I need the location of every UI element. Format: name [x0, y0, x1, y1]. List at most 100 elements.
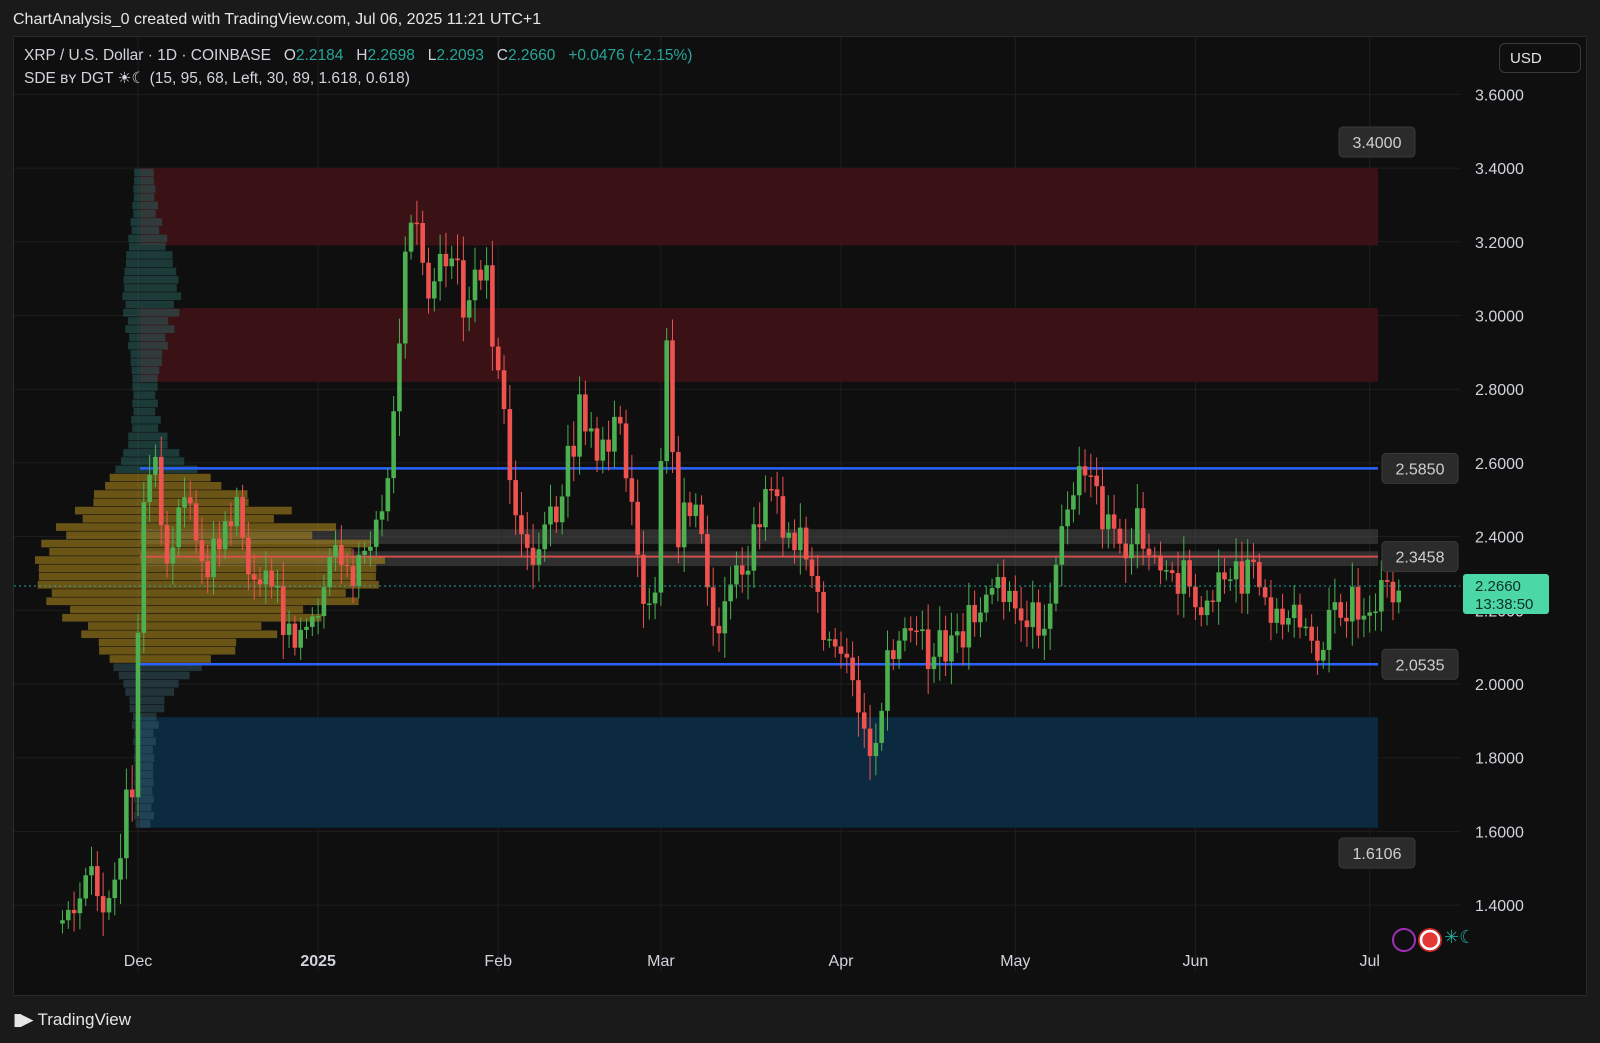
candle-body — [1233, 561, 1239, 580]
candle-body — [722, 601, 728, 634]
candle-body — [914, 630, 919, 633]
zone-neutral — [140, 551, 1378, 567]
candle-body — [292, 623, 298, 648]
tradingview-logo[interactable]: ▮▶ TradingView — [13, 1010, 131, 1030]
volume-profile-bar — [128, 242, 166, 251]
candle-body — [408, 222, 414, 252]
level-label: 2.5850 — [1396, 461, 1445, 478]
current-price-value: 2.2660 — [1475, 578, 1521, 595]
indicator-label[interactable]: SDE ʙʏ DGT ☀☾ (15, 95, 68, Left, 30, 89,… — [24, 70, 410, 87]
current-price-tag — [1463, 574, 1549, 614]
lightning-event-icon[interactable] — [1392, 928, 1416, 952]
candle-body — [960, 631, 966, 648]
volume-profile-bar — [134, 787, 153, 795]
candle-body — [1379, 580, 1384, 612]
candle-body — [1024, 620, 1030, 628]
candle-body — [1088, 475, 1094, 477]
candle-body — [222, 521, 228, 550]
candle-body — [187, 497, 193, 504]
candle-body — [728, 584, 733, 602]
zone-supply — [140, 308, 1378, 382]
level-label-box — [1338, 126, 1416, 158]
symbol-legend: XRP / U.S. Dollar · 1D · COINBASE O2.218… — [24, 47, 692, 88]
candle-body — [536, 549, 542, 565]
candle-body — [687, 502, 693, 517]
candle-body — [1373, 611, 1378, 614]
volume-profile-bar — [133, 754, 155, 762]
volume-profile-bar — [134, 762, 154, 770]
candle-body — [304, 626, 309, 630]
candle-body — [1158, 555, 1163, 571]
currency-button[interactable]: USD — [1499, 43, 1581, 73]
candle-body — [676, 452, 681, 548]
candle-body — [519, 515, 524, 535]
low-value: 2.2093 — [436, 47, 484, 64]
volume-profile-bar — [46, 597, 359, 606]
x-tick-label: Mar — [647, 953, 675, 970]
candle-body — [1105, 514, 1111, 530]
candle-body — [763, 489, 768, 528]
bar-countdown: 13:38:50 — [1475, 596, 1533, 613]
candle-body — [153, 456, 158, 475]
us-flag-event-icon[interactable] — [1418, 928, 1442, 952]
candle-body — [612, 416, 617, 452]
y-tick-label: 3.4000 — [1475, 161, 1524, 178]
volume-profile-bar — [132, 383, 158, 391]
candle-body — [867, 728, 873, 757]
candle-body — [507, 409, 513, 481]
close-value: 2.2660 — [507, 47, 556, 64]
ohlc-row: XRP / U.S. Dollar · 1D · COINBASE O2.218… — [24, 47, 692, 65]
volume-profile-bar — [37, 580, 379, 589]
candle-body — [635, 501, 640, 555]
event-badges[interactable]: ✳☾ — [1392, 927, 1476, 952]
candle-body — [1315, 640, 1320, 661]
candle-body — [774, 489, 780, 497]
candle-body — [106, 898, 112, 913]
candle-body — [286, 623, 292, 635]
close-label: C — [496, 47, 508, 64]
candle-body — [158, 456, 164, 526]
volume-profile-bar — [134, 745, 153, 754]
candle-body — [652, 592, 658, 604]
candle-body — [902, 628, 908, 641]
x-tick-label: May — [1000, 953, 1030, 970]
level-label-box — [1381, 541, 1459, 573]
candle-body — [118, 858, 123, 880]
candle-body — [978, 612, 983, 623]
candle-body — [257, 579, 263, 585]
candle-body — [1100, 486, 1105, 530]
candle-body — [455, 258, 460, 261]
volume-profile-bar — [135, 803, 152, 812]
candle-body — [1210, 600, 1216, 603]
candle-body — [670, 340, 675, 453]
candle-body — [1042, 628, 1047, 636]
volume-profile-bar — [118, 671, 190, 680]
candle-body — [931, 656, 937, 670]
candle-body — [1152, 555, 1158, 557]
candle-body — [1059, 526, 1065, 565]
volume-profile-bar — [127, 317, 169, 325]
candle-body — [943, 630, 948, 662]
candle-body — [925, 629, 931, 670]
candle-body — [937, 630, 943, 657]
change-value: +0.0476 (+2.15%) — [568, 47, 693, 64]
moon-star-icon[interactable]: ✳☾ — [1444, 927, 1476, 947]
candle-body — [798, 527, 803, 551]
zone-neutral — [140, 529, 1378, 544]
candle-body — [966, 605, 972, 648]
candle-body — [1268, 597, 1274, 623]
candle-body — [1361, 615, 1367, 620]
candle-body — [449, 258, 455, 267]
candle-body — [1169, 570, 1175, 574]
volume-profile-bar — [131, 416, 161, 424]
volume-profile-bar — [132, 424, 159, 432]
candle-body — [954, 631, 960, 636]
candle-body — [71, 909, 77, 914]
volume-profile-bar — [134, 795, 154, 803]
volume-profile-bar — [132, 712, 157, 721]
candle-body — [600, 439, 606, 461]
candle-body — [1047, 603, 1053, 629]
indicator-row[interactable]: SDE ʙʏ DGT ☀☾ (15, 95, 68, Left, 30, 89,… — [24, 69, 692, 88]
candle-body — [484, 265, 489, 281]
